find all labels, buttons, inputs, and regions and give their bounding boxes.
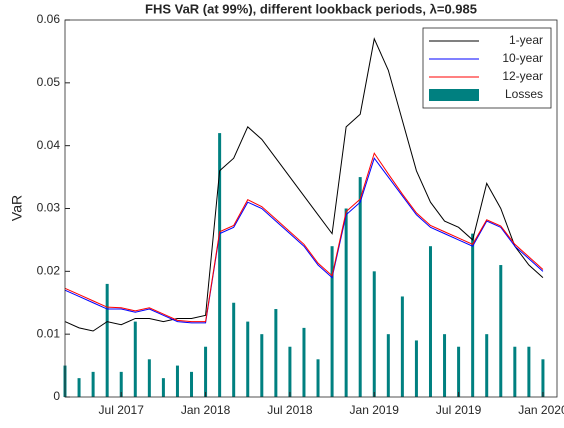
legend-label: 12-year [502, 69, 543, 83]
loss-bar [485, 334, 489, 397]
loss-bar [232, 302, 236, 397]
loss-bar [190, 371, 194, 397]
y-tick-label: 0.02 [37, 264, 61, 278]
loss-bar [372, 271, 376, 397]
y-tick-label: 0.05 [37, 75, 61, 89]
y-tick-label: 0.06 [37, 12, 61, 26]
loss-bar [457, 346, 461, 397]
x-tick-label: Jul 2019 [436, 403, 482, 417]
loss-bar [133, 321, 137, 397]
legend-swatch [429, 89, 479, 101]
loss-bar [541, 359, 545, 397]
series-line [64, 157, 544, 324]
loss-bar [499, 265, 503, 397]
loss-bar [471, 233, 475, 397]
x-tick-label: Jan 2020 [518, 403, 564, 417]
loss-bar [513, 346, 517, 397]
loss-bar [330, 246, 334, 397]
legend-label: Losses [505, 87, 543, 101]
legend-label: 10-year [502, 51, 543, 65]
loss-bar [175, 365, 179, 397]
loss-bar [443, 334, 447, 397]
loss-bar [105, 283, 109, 397]
loss-bar [77, 378, 81, 397]
loss-bar [386, 334, 390, 397]
loss-bar [204, 346, 208, 397]
loss-bar [119, 371, 123, 397]
loss-bar [218, 133, 222, 397]
loss-bar [246, 321, 250, 397]
x-tick-label: Jul 2018 [267, 403, 313, 417]
x-tick-label: Jul 2017 [99, 403, 145, 417]
loss-bar [161, 378, 165, 397]
loss-bar [91, 371, 95, 397]
loss-bar [400, 296, 404, 397]
loss-bar [302, 327, 306, 397]
y-tick-label: 0.01 [37, 326, 61, 340]
loss-bar [316, 359, 320, 397]
x-tick-label: Jan 2018 [181, 403, 231, 417]
loss-bar [414, 340, 418, 397]
legend-label: 1-year [509, 33, 543, 47]
y-tick-label: 0 [53, 389, 60, 403]
loss-bar [288, 346, 292, 397]
y-tick-label: 0.03 [37, 201, 61, 215]
loss-bar [344, 208, 348, 397]
y-axis-label: VaR [9, 195, 25, 221]
loss-bar [527, 346, 531, 397]
loss-bar [260, 334, 264, 397]
series-line [64, 37, 544, 332]
loss-bar [358, 177, 362, 397]
loss-bar [274, 309, 278, 397]
x-tick-label: Jan 2019 [350, 403, 400, 417]
chart-title: FHS VaR (at 99%), different lookback per… [145, 1, 477, 16]
loss-bar [428, 246, 432, 397]
series-line [64, 152, 544, 323]
y-tick-label: 0.04 [37, 138, 61, 152]
loss-bar [147, 359, 151, 397]
